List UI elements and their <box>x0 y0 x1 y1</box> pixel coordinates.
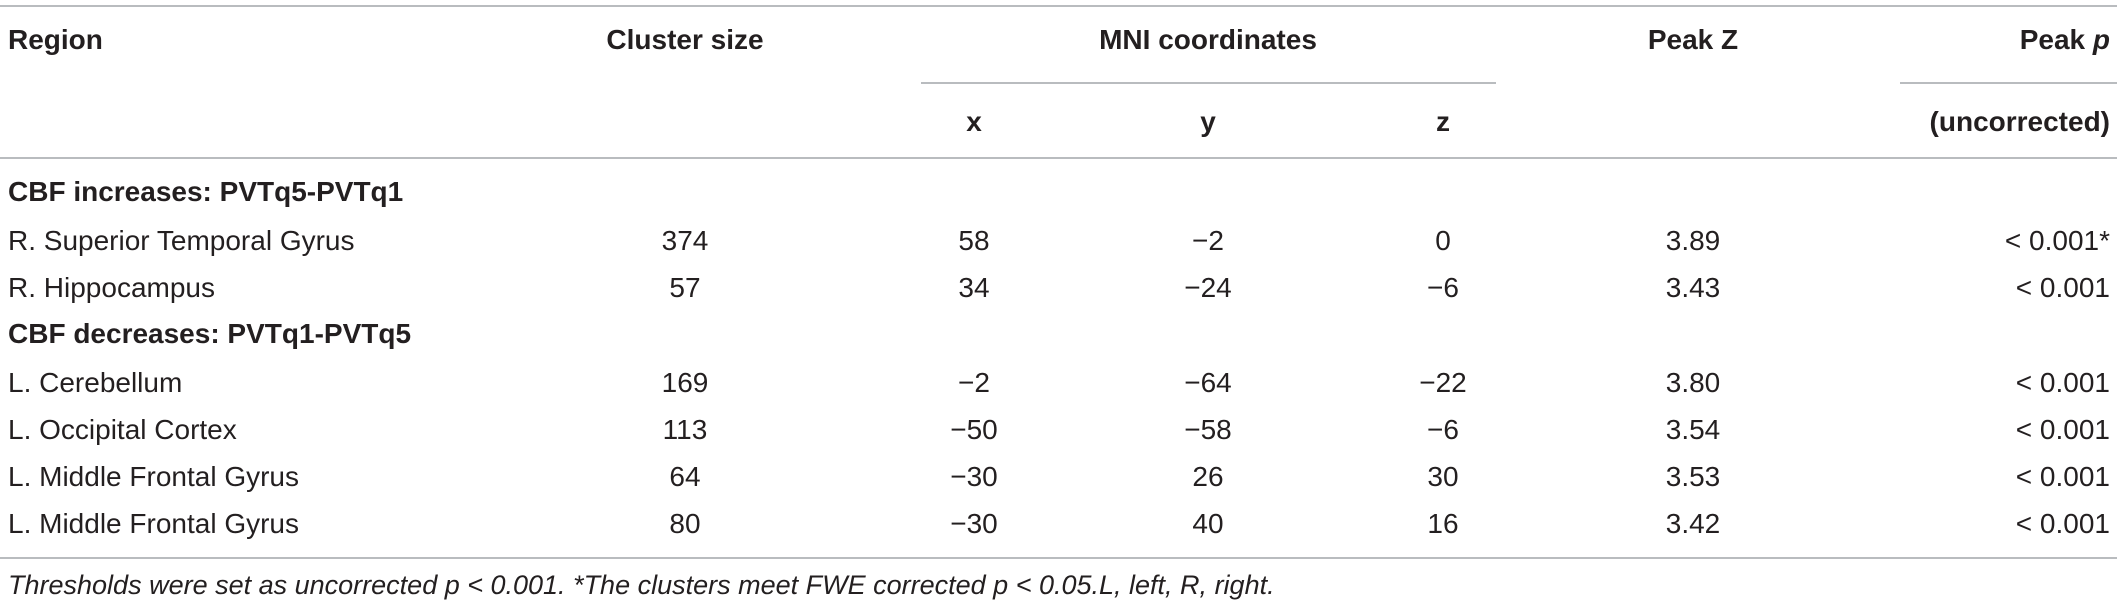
cell-z: −22 <box>1419 367 1467 398</box>
peak-p-span-rule <box>1900 82 2117 84</box>
header-region: Region <box>8 24 103 55</box>
cell-cluster-size: 113 <box>662 414 708 445</box>
cell-y: 40 <box>1192 508 1224 539</box>
header-peak-p-uncorrected: (uncorrected) <box>1929 106 2110 137</box>
cell-peak-p: < 0.001 <box>2015 367 2110 398</box>
cell-y: −24 <box>1184 272 1232 303</box>
cell-x: 58 <box>958 225 990 256</box>
cell-peak-z: 3.80 <box>1665 367 1721 398</box>
cell-y: 26 <box>1192 461 1224 492</box>
header-y: y <box>1200 106 1216 137</box>
bottom-rule <box>0 557 2117 559</box>
table-footnote: Thresholds were set as uncorrected p < 0… <box>8 570 1275 600</box>
header-peak-p-italic: p <box>2092 24 2110 55</box>
header-peak-p-label: Peak <box>2019 24 2093 55</box>
cell-peak-p: < 0.001 <box>2015 461 2110 492</box>
cell-y: −58 <box>1184 414 1232 445</box>
cell-peak-p: < 0.001 <box>2015 508 2110 539</box>
cell-region: L. Middle Frontal Gyrus <box>8 508 299 539</box>
header-peak-p: Peak p <box>2020 23 2110 57</box>
header-x: x <box>966 106 982 137</box>
cell-peak-p: < 0.001* <box>2004 225 2110 256</box>
cell-peak-p: < 0.001 <box>2015 414 2110 445</box>
cell-z: −6 <box>1427 414 1459 445</box>
cell-z: 30 <box>1427 461 1459 492</box>
cell-x: −50 <box>950 414 998 445</box>
cell-peak-p: < 0.001 <box>2015 272 2110 303</box>
cell-cluster-size: 64 <box>669 461 701 492</box>
cell-z: −6 <box>1427 272 1459 303</box>
header-cluster-size: Cluster size <box>606 24 764 55</box>
section-title-decreases: CBF decreases: PVTq1-PVTq5 <box>8 318 412 349</box>
top-rule <box>0 5 2117 7</box>
cell-peak-z: 3.54 <box>1665 414 1721 445</box>
cell-region: R. Superior Temporal Gyrus <box>8 225 355 256</box>
cell-y: −64 <box>1184 367 1232 398</box>
header-mni-coordinates: MNI coordinates <box>1099 24 1317 55</box>
cell-peak-z: 3.42 <box>1665 508 1721 539</box>
header-rule <box>0 157 2117 159</box>
cell-peak-z: 3.89 <box>1665 225 1721 256</box>
cell-region: L. Cerebellum <box>8 367 183 398</box>
cell-peak-z: 3.53 <box>1665 461 1721 492</box>
cell-cluster-size: 374 <box>661 225 709 256</box>
cell-z: 16 <box>1427 508 1459 539</box>
mni-span-rule <box>921 82 1496 84</box>
cell-x: −2 <box>958 367 990 398</box>
header-z: z <box>1436 106 1450 137</box>
section-title-increases: CBF increases: PVTq5-PVTq1 <box>8 176 404 207</box>
cell-region: R. Hippocampus <box>8 272 215 303</box>
cell-region: L. Middle Frontal Gyrus <box>8 461 299 492</box>
cell-cluster-size: 80 <box>669 508 701 539</box>
cell-x: −30 <box>950 461 998 492</box>
cell-z: 0 <box>1435 225 1451 256</box>
cell-cluster-size: 169 <box>661 367 709 398</box>
cell-peak-z: 3.43 <box>1665 272 1721 303</box>
cell-x: 34 <box>958 272 990 303</box>
header-peak-z: Peak Z <box>1647 24 1739 55</box>
cell-cluster-size: 57 <box>669 272 701 303</box>
cell-region: L. Occipital Cortex <box>8 414 237 445</box>
cell-y: −2 <box>1192 225 1224 256</box>
cell-x: −30 <box>950 508 998 539</box>
